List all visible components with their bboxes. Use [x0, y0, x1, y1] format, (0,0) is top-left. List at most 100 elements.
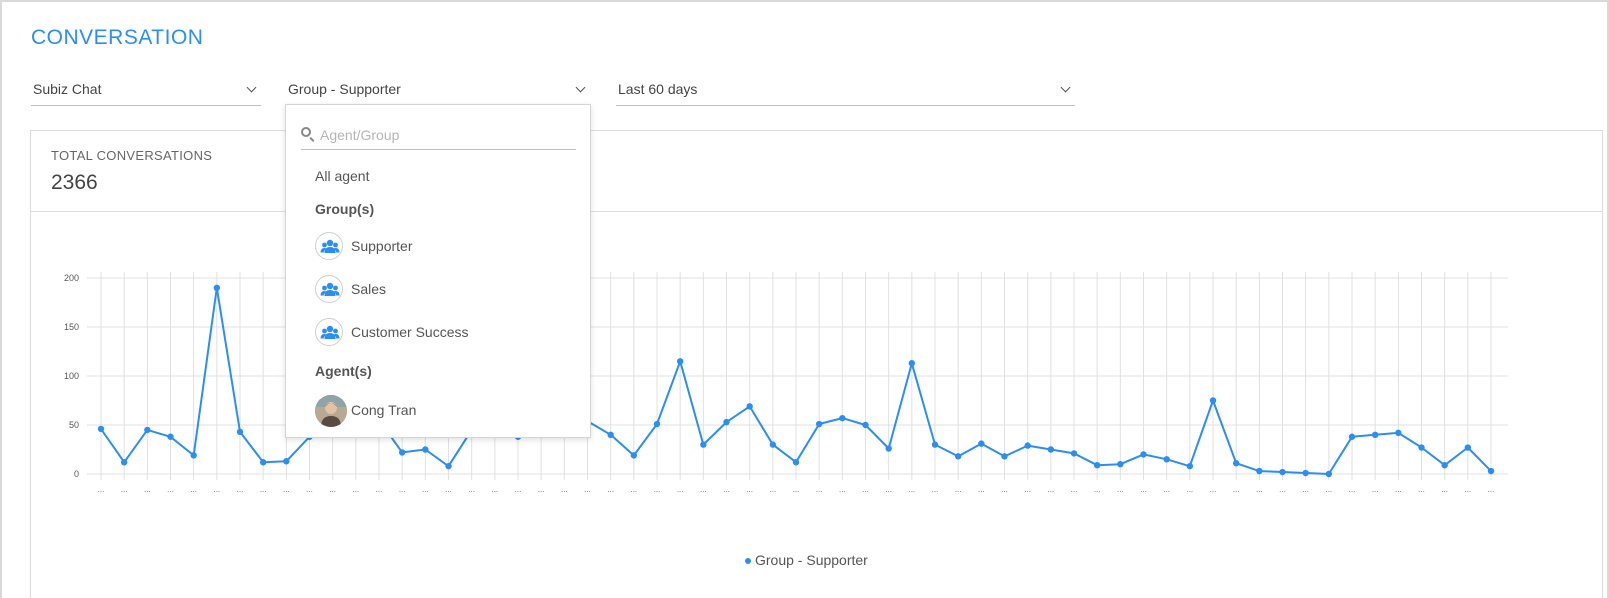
- dropdown-option-agent-cong-tran[interactable]: Cong Tran: [315, 396, 575, 426]
- agent-group-search-input[interactable]: [320, 123, 570, 147]
- x-tick-label: ...: [190, 485, 197, 494]
- x-tick-label: ...: [746, 485, 753, 494]
- data-point: [909, 360, 915, 366]
- data-point: [1210, 397, 1216, 403]
- data-point: [1024, 442, 1030, 448]
- x-tick-label: ...: [955, 485, 962, 494]
- x-tick-label: ...: [1372, 485, 1379, 494]
- x-tick-label: ...: [422, 485, 429, 494]
- data-point: [1302, 470, 1308, 476]
- x-tick-label: ...: [352, 485, 359, 494]
- x-tick-label: ...: [1140, 485, 1147, 494]
- data-point: [1140, 451, 1146, 457]
- data-point: [932, 441, 938, 447]
- x-tick-label: ...: [468, 485, 475, 494]
- data-point: [422, 446, 428, 452]
- x-tick-label: ...: [584, 485, 591, 494]
- dropdown-option-group-supporter[interactable]: Supporter: [315, 232, 575, 262]
- x-tick-label: ...: [793, 485, 800, 494]
- x-tick-label: ...: [1024, 485, 1031, 494]
- x-tick-label: ...: [1117, 485, 1124, 494]
- dropdown-option-all-agent[interactable]: All agent: [315, 168, 369, 184]
- chart-legend[interactable]: Group - Supporter: [745, 552, 868, 568]
- dropdown-option-group-sales[interactable]: Sales: [315, 275, 575, 305]
- data-point: [746, 403, 752, 409]
- y-tick-label: 50: [69, 420, 79, 430]
- x-tick-label: ...: [1349, 485, 1356, 494]
- data-point: [631, 452, 637, 458]
- x-tick-label: ...: [538, 485, 545, 494]
- x-tick-label: ...: [306, 485, 313, 494]
- data-point: [260, 459, 266, 465]
- x-tick-label: ...: [700, 485, 707, 494]
- x-tick-label: ...: [932, 485, 939, 494]
- data-point: [144, 427, 150, 433]
- x-tick-label: ...: [1441, 485, 1448, 494]
- data-point: [399, 449, 405, 455]
- dropdown-option-group-customer-success[interactable]: Customer Success: [315, 318, 575, 348]
- data-point: [98, 426, 104, 432]
- x-tick-label: ...: [213, 485, 220, 494]
- y-tick-label: 150: [64, 322, 79, 332]
- group-label: Customer Success: [351, 324, 468, 340]
- x-tick-label: ...: [1418, 485, 1425, 494]
- data-point: [1071, 450, 1077, 456]
- x-tick-label: ...: [630, 485, 637, 494]
- data-point: [1395, 430, 1401, 436]
- x-tick-label: ...: [376, 485, 383, 494]
- x-tick-label: ...: [1001, 485, 1008, 494]
- x-tick-label: ...: [862, 485, 869, 494]
- data-point: [677, 358, 683, 364]
- x-tick-label: ...: [329, 485, 336, 494]
- x-tick-label: ...: [1302, 485, 1309, 494]
- data-point: [1326, 471, 1332, 477]
- data-point: [121, 459, 127, 465]
- x-tick-label: ...: [607, 485, 614, 494]
- agent-group-dropdown: All agent Group(s) Supporter Sales Custo…: [285, 104, 591, 438]
- x-tick-label: ...: [1163, 485, 1170, 494]
- data-point: [1048, 446, 1054, 452]
- y-tick-label: 0: [74, 469, 79, 479]
- data-point: [1094, 462, 1100, 468]
- data-point: [237, 429, 243, 435]
- x-tick-label: ...: [1464, 485, 1471, 494]
- data-point: [167, 434, 173, 440]
- data-point: [1163, 456, 1169, 462]
- data-point: [1187, 463, 1193, 469]
- data-point: [1465, 444, 1471, 450]
- data-point: [978, 440, 984, 446]
- x-tick-label: ...: [283, 485, 290, 494]
- data-point: [1488, 468, 1494, 474]
- x-tick-label: ...: [515, 485, 522, 494]
- x-tick-label: ...: [885, 485, 892, 494]
- x-tick-label: ...: [561, 485, 568, 494]
- data-point: [654, 421, 660, 427]
- x-tick-label: ...: [1186, 485, 1193, 494]
- data-point: [190, 452, 196, 458]
- x-tick-label: ...: [399, 485, 406, 494]
- data-point: [700, 441, 706, 447]
- data-point: [1001, 453, 1007, 459]
- x-tick-label: ...: [769, 485, 776, 494]
- y-tick-label: 200: [64, 273, 79, 283]
- x-tick-label: ...: [978, 485, 985, 494]
- x-tick-label: ...: [839, 485, 846, 494]
- x-tick-label: ...: [1488, 485, 1495, 494]
- x-tick-label: ...: [654, 485, 661, 494]
- group-icon: [315, 232, 343, 260]
- data-point: [862, 422, 868, 428]
- data-point: [723, 419, 729, 425]
- data-point: [214, 285, 220, 291]
- x-tick-label: ...: [1071, 485, 1078, 494]
- data-point: [1233, 460, 1239, 466]
- x-tick-label: ...: [1233, 485, 1240, 494]
- x-tick-label: ...: [1256, 485, 1263, 494]
- agent-label: Cong Tran: [351, 402, 416, 418]
- agent-group-search: [301, 123, 576, 150]
- x-tick-label: ...: [908, 485, 915, 494]
- data-point: [1418, 444, 1424, 450]
- y-tick-label: 100: [64, 371, 79, 381]
- x-tick-label: ...: [723, 485, 730, 494]
- data-point: [1279, 469, 1285, 475]
